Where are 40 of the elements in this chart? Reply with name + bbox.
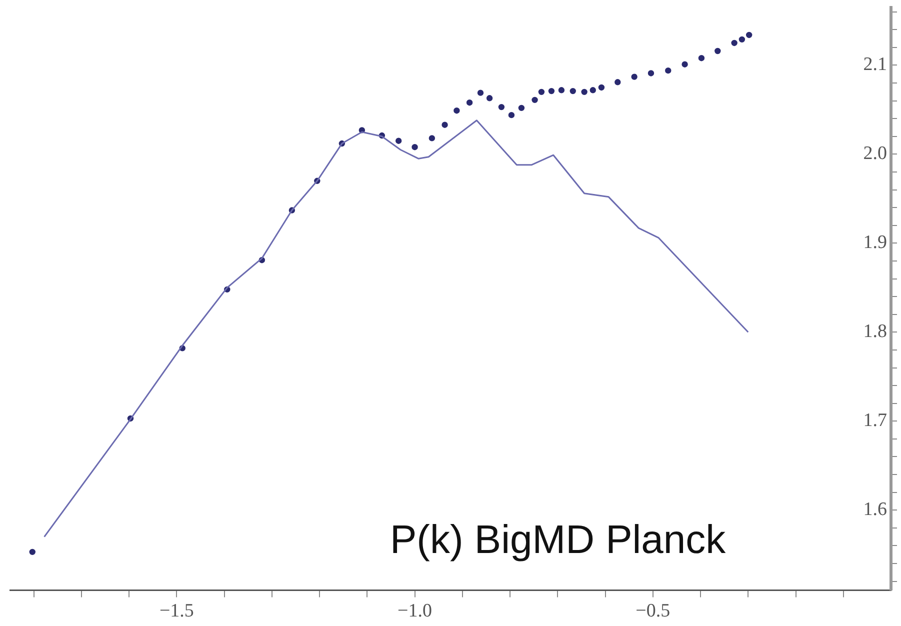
point [746,32,752,38]
point [466,100,473,106]
point [486,95,493,102]
point [698,55,705,62]
annotation: P(k) BigMD Planck [390,518,726,563]
point [731,40,738,46]
point [614,79,621,86]
point [477,90,484,96]
point [498,104,505,110]
point [648,70,654,76]
y-tick-label: 2.1 [863,54,887,76]
point [532,96,538,104]
point [412,144,418,150]
point [428,135,436,142]
y-tick-label: 1.6 [863,499,887,520]
point [738,36,746,43]
point [581,88,588,96]
point [590,87,596,94]
point [665,67,672,74]
y-tick-label: 2.0 [863,143,887,164]
y-tick-label: 1.9 [863,232,887,254]
point [29,548,36,556]
x-tick-label: −1.0 [398,600,432,622]
point [570,88,576,94]
point [442,122,448,128]
point [518,104,525,112]
point [454,108,460,114]
point [682,61,688,68]
point [508,112,515,118]
point [714,48,721,54]
point [598,84,605,91]
y-tick-label: 1.7 [863,410,887,432]
point [558,87,565,94]
y-tick-label: 1.8 [863,321,887,342]
point [395,138,402,144]
point [548,88,555,94]
point [538,88,545,96]
x-tick-label: −1.5 [159,600,194,622]
x-tick-label: −0.5 [636,600,670,622]
point [631,74,638,80]
